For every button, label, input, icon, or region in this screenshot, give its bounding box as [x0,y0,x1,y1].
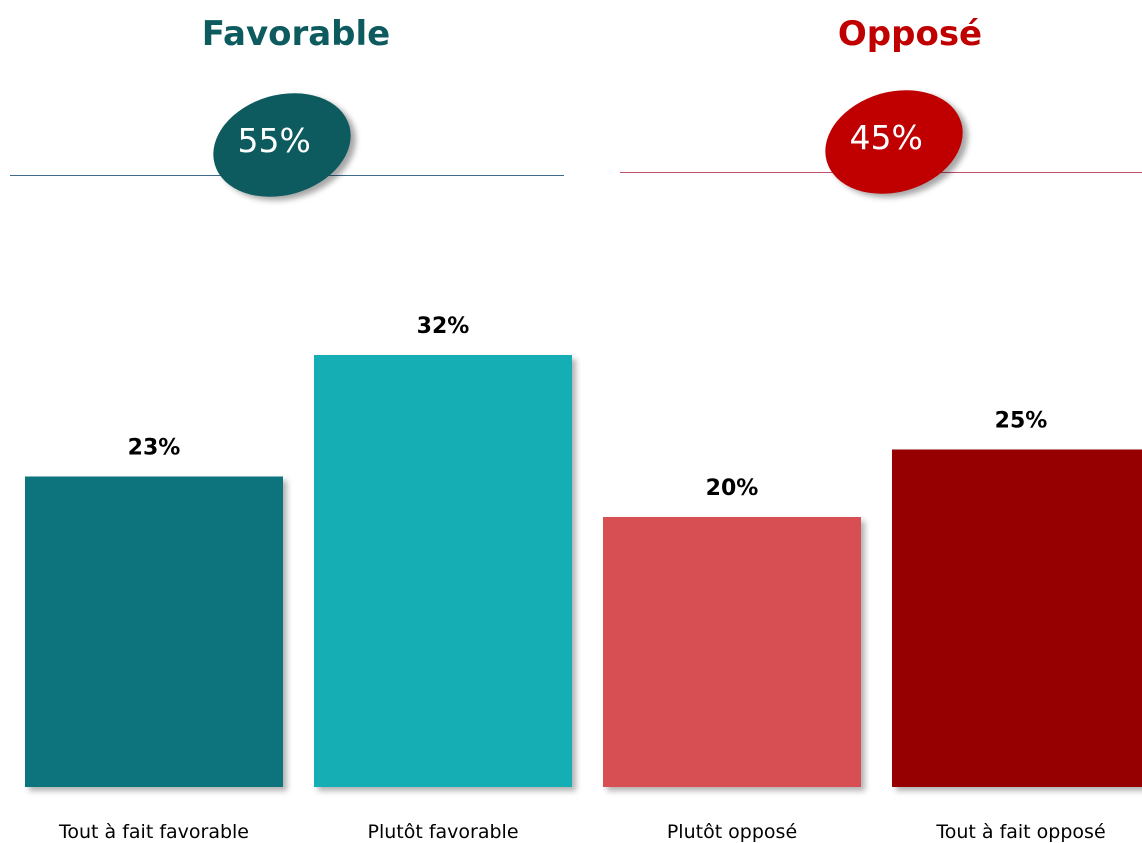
bar-tout-a-fait-oppose [892,449,1142,787]
category-label-tout-a-fait-oppose: Tout à fait opposé [935,821,1105,843]
oppose-title: Opposé [837,14,983,54]
bar-tout-a-fait-favorable [25,476,283,787]
bar-plutot-favorable [314,355,572,787]
value-label-plutot-favorable: 32% [417,314,470,339]
category-label-plutot-oppose: Plutôt opposé [667,821,797,843]
bar-plutot-oppose [603,517,861,787]
value-label-tout-a-fait-favorable: 23% [128,436,181,461]
value-label-tout-a-fait-oppose: 25% [995,409,1048,434]
category-label-plutot-favorable: Plutôt favorable [367,821,518,843]
value-label-plutot-oppose: 20% [706,476,759,501]
favorable-title: Favorable [201,14,391,54]
category-label-tout-a-fait-favorable: Tout à fait favorable [58,821,249,843]
